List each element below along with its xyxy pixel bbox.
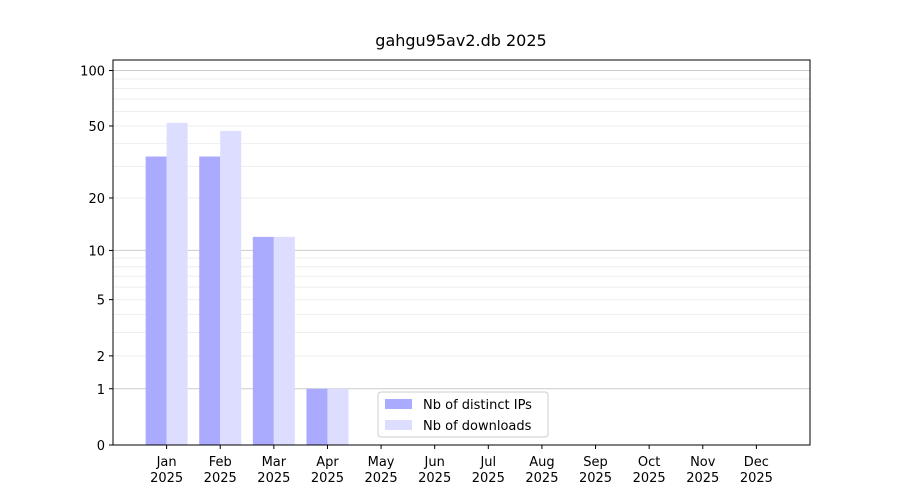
x-tick-label: 2025 (257, 471, 290, 486)
x-tick-label: Feb (209, 455, 232, 470)
x-tick-label: Jun (424, 455, 445, 470)
y-tick-label: 10 (88, 244, 105, 259)
x-tick-label: 2025 (633, 471, 666, 486)
y-tick-label: 20 (88, 192, 105, 207)
x-tick-label: 2025 (311, 471, 344, 486)
bar (252, 236, 274, 445)
x-tick-label: 2025 (204, 471, 237, 486)
bar (220, 130, 242, 445)
plot-frame (112, 59, 811, 446)
bar (199, 156, 221, 445)
x-tick-label: 2025 (365, 471, 398, 486)
x-tick-label: Apr (316, 455, 339, 470)
x-tick-label: 2025 (686, 471, 719, 486)
legend-box (377, 391, 549, 438)
x-tick-label: Sep (583, 455, 608, 470)
x-tick-label: 2025 (579, 471, 612, 486)
x-tick-label: 2025 (472, 471, 505, 486)
bar (327, 388, 349, 445)
x-tick-label: 2025 (418, 471, 451, 486)
y-tick-label: 0 (97, 439, 105, 454)
y-tick-label: 1 (97, 383, 105, 398)
bar (273, 236, 295, 445)
x-tick-label: May (368, 455, 395, 470)
legend-label: Nb of downloads (423, 419, 532, 434)
legend-swatch (385, 420, 412, 430)
x-tick-label: 2025 (150, 471, 183, 486)
chart-title: gahgu95av2.db 2025 (375, 31, 546, 50)
legend-swatch (385, 399, 412, 409)
y-tick-label: 5 (97, 294, 105, 309)
x-tick-label: Jan (156, 455, 177, 470)
x-tick-label: 2025 (740, 471, 773, 486)
x-tick-label: 2025 (525, 471, 558, 486)
bar (306, 388, 328, 445)
x-tick-label: Oct (638, 455, 660, 470)
bar (166, 122, 188, 445)
y-tick-label: 2 (97, 350, 105, 365)
x-tick-label: Aug (529, 455, 554, 470)
x-tick-label: Nov (690, 455, 716, 470)
legend-label: Nb of distinct IPs (423, 398, 532, 413)
y-tick-label: 100 (80, 65, 105, 80)
x-tick-label: Jul (479, 455, 496, 470)
x-tick-label: Dec (744, 455, 769, 470)
x-tick-label: Mar (262, 455, 287, 470)
bar (145, 156, 167, 445)
y-tick-label: 50 (88, 120, 105, 135)
